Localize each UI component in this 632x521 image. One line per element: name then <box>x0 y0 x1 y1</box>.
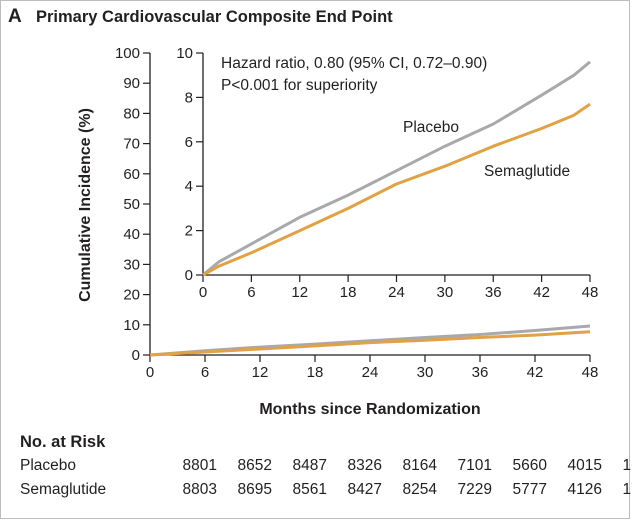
inset-x-tick-label: 0 <box>199 284 207 301</box>
placebo-series-label: Placebo <box>403 119 459 136</box>
risk-cell: 4126 <box>567 481 602 498</box>
inset-y-tick-label: 2 <box>185 223 193 240</box>
panel-letter: A <box>8 6 22 27</box>
main-y-tick-label: 100 <box>115 45 140 62</box>
inset-x-tick-label: 30 <box>437 284 454 301</box>
main-y-tick-label: 10 <box>123 317 140 334</box>
inset-x-tick-label: 48 <box>582 284 599 301</box>
main-y-tick-label: 40 <box>123 226 140 243</box>
risk-cell: 8695 <box>237 481 272 498</box>
risk-cell: 1672 <box>622 457 632 474</box>
risk-cell: 8803 <box>182 481 217 498</box>
main-x-tick-label: 0 <box>146 364 154 381</box>
inset-y-tick-label: 6 <box>185 134 193 151</box>
inset-series-semaglutide <box>202 102 591 277</box>
risk-row-label: Placebo <box>20 457 77 474</box>
risk-row-label: Semaglutide <box>20 481 107 498</box>
main-x-tick-label: 24 <box>362 364 379 381</box>
p-value-annotation: P<0.001 for superiority <box>221 77 378 94</box>
y-axis-label: Cumulative Incidence (%) <box>77 108 94 302</box>
risk-cell: 8801 <box>182 457 217 474</box>
risk-cell: 8326 <box>347 457 382 474</box>
inset-y-tick-label: 0 <box>185 267 193 284</box>
inset-y-tick-label: 10 <box>176 45 193 62</box>
main-y-tick-label: 20 <box>123 287 140 304</box>
main-y-tick-label: 70 <box>123 136 140 153</box>
main-x-tick-label: 30 <box>417 364 434 381</box>
inset-x-tick-label: 6 <box>247 284 255 301</box>
inset-x-tick-label: 42 <box>533 284 550 301</box>
main-y-tick-label: 90 <box>123 75 140 92</box>
risk-cell: 8561 <box>292 481 327 498</box>
main-y-tick-label: 0 <box>132 347 140 364</box>
inset-x-tick-label: 24 <box>388 284 405 301</box>
risk-cell: 7229 <box>457 481 492 498</box>
main-x-tick-label: 18 <box>307 364 324 381</box>
inset-y-tick-label: 4 <box>185 178 193 195</box>
main-y-tick-label: 80 <box>123 105 140 122</box>
risk-cell: 7101 <box>457 457 492 474</box>
risk-cell: 8254 <box>402 481 437 498</box>
inset-y-tick-label: 8 <box>185 89 193 106</box>
main-y-tick-label: 30 <box>123 256 140 273</box>
inset-x-tick-label: 18 <box>340 284 357 301</box>
inset-series-placebo <box>202 60 591 277</box>
risk-cell: 4015 <box>567 457 602 474</box>
risk-table-title: No. at Risk <box>20 433 106 451</box>
inset-x-tick-label: 36 <box>485 284 502 301</box>
main-y-tick-label: 50 <box>123 196 140 213</box>
main-x-tick-label: 42 <box>527 364 544 381</box>
semaglutide-series-label: Semaglutide <box>484 163 570 180</box>
panel-title: Primary Cardiovascular Composite End Poi… <box>36 8 393 26</box>
risk-cell: 5660 <box>512 457 547 474</box>
risk-cell: 8164 <box>402 457 437 474</box>
inset-series <box>202 60 591 277</box>
risk-cell: 8487 <box>292 457 327 474</box>
main-x-tick-label: 12 <box>252 364 269 381</box>
main-x-tick-label: 48 <box>582 364 599 381</box>
main-x-tick-label: 6 <box>201 364 209 381</box>
x-axis-label: Months since Randomization <box>259 401 480 418</box>
risk-cell: 8652 <box>237 457 272 474</box>
main-series-semaglutide <box>149 330 591 357</box>
risk-cell: 8427 <box>347 481 382 498</box>
hazard-ratio-annotation: Hazard ratio, 0.80 (95% CI, 0.72–0.90) <box>221 55 487 72</box>
risk-cell: 1734 <box>622 481 632 498</box>
main-x-tick-label: 36 <box>472 364 489 381</box>
inset-x-tick-label: 12 <box>291 284 308 301</box>
main-series <box>149 324 591 357</box>
main-y-tick-label: 60 <box>123 166 140 183</box>
risk-cell: 5777 <box>512 481 547 498</box>
